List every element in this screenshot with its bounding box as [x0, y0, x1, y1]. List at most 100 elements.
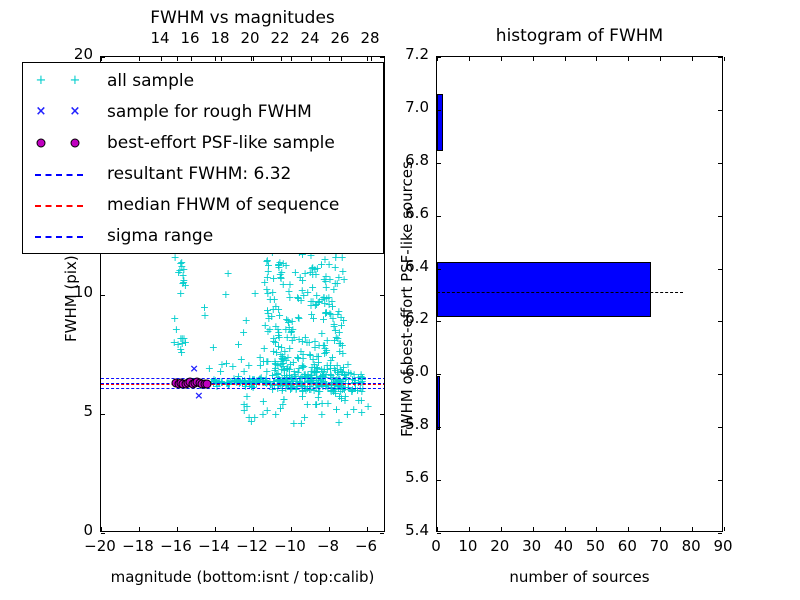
all-sample-marker: + — [334, 367, 344, 381]
all-sample-marker: + — [311, 268, 321, 282]
all-sample-marker: + — [223, 378, 233, 392]
all-sample-marker: + — [231, 374, 241, 388]
all-sample-marker: + — [274, 373, 285, 387]
all-sample-marker: + — [281, 378, 292, 392]
all-sample-marker: + — [331, 251, 341, 265]
all-sample-marker: + — [243, 375, 253, 389]
all-sample-marker: + — [248, 381, 258, 395]
scatter-ytick — [101, 414, 105, 415]
all-sample-marker: + — [312, 365, 322, 379]
all-sample-marker: + — [339, 382, 350, 396]
all-sample-marker: + — [281, 374, 291, 388]
scatter-xtick — [215, 527, 216, 531]
all-sample-marker: + — [300, 331, 310, 345]
all-sample-marker: + — [179, 273, 189, 287]
all-sample-marker: + — [279, 363, 290, 377]
all-sample-marker: + — [283, 351, 293, 365]
histogram-xticklabel: 90 — [713, 537, 733, 555]
histogram-ytick — [437, 268, 441, 270]
all-sample-marker: + — [260, 374, 271, 388]
all-sample-marker: + — [349, 375, 360, 389]
all-sample-marker: + — [300, 370, 310, 384]
all-sample-marker: + — [241, 380, 251, 394]
histogram-xtick — [532, 57, 534, 61]
all-sample-marker: + — [284, 363, 295, 377]
all-sample-marker: + — [324, 298, 334, 312]
all-sample-marker: + — [281, 353, 291, 367]
all-sample-marker: + — [336, 364, 346, 378]
all-sample-marker: + — [293, 365, 303, 379]
all-sample-marker: + — [350, 382, 361, 396]
all-sample-marker: + — [271, 358, 281, 372]
histogram-ytick — [718, 109, 722, 111]
all-sample-marker: + — [305, 383, 315, 397]
all-sample-marker: + — [336, 375, 346, 389]
all-sample-marker: + — [321, 380, 331, 394]
scatter-xticklabel: −12 — [236, 537, 268, 555]
all-sample-marker: + — [338, 375, 348, 389]
all-sample-marker: + — [259, 376, 269, 389]
all-sample-marker: + — [274, 308, 285, 322]
all-sample-marker: + — [269, 293, 279, 307]
all-sample-marker: + — [249, 378, 259, 392]
histogram-ytick — [718, 162, 722, 164]
all-sample-marker: + — [240, 378, 250, 392]
all-sample-marker: + — [222, 375, 232, 389]
all-sample-marker: + — [309, 358, 319, 372]
histogram-yticklabel: 6.0 — [405, 362, 429, 381]
scatter-top-xticklabel: 18 — [210, 29, 230, 47]
legend-label: resultant FWHM: 6.32 — [107, 164, 292, 184]
all-sample-marker: + — [170, 251, 180, 265]
all-sample-marker: + — [297, 248, 308, 262]
all-sample-marker: + — [333, 331, 343, 345]
histogram-xticklabel: 60 — [617, 537, 637, 555]
all-sample-marker: + — [211, 375, 222, 389]
scatter-hline-dashdot — [101, 387, 384, 389]
all-sample-marker: + — [279, 392, 289, 406]
all-sample-marker: + — [289, 330, 299, 344]
scatter-xtick — [177, 527, 178, 531]
all-sample-marker: + — [260, 275, 270, 289]
all-sample-marker: + — [282, 313, 292, 327]
all-sample-marker: + — [260, 375, 271, 389]
all-sample-marker: + — [315, 369, 326, 383]
all-sample-marker: + — [306, 370, 316, 384]
all-sample-marker: + — [308, 294, 318, 308]
circle-marker-icon — [36, 138, 46, 148]
all-sample-marker: + — [177, 332, 187, 346]
all-sample-marker: + — [262, 375, 272, 389]
all-sample-marker: + — [264, 311, 274, 325]
all-sample-marker: + — [276, 358, 286, 372]
all-sample-marker: + — [229, 374, 240, 388]
all-sample-marker: + — [316, 258, 327, 272]
scatter-ytick — [101, 533, 105, 534]
all-sample-marker: + — [319, 368, 329, 382]
scatter-ytick — [380, 533, 384, 534]
all-sample-marker: + — [275, 375, 285, 389]
all-sample-marker: + — [308, 353, 318, 367]
scatter-xlabel: magnitude (bottom:isnt / top:calib) — [110, 568, 375, 586]
all-sample-marker: + — [329, 282, 339, 296]
all-sample-marker: + — [347, 384, 357, 398]
all-sample-marker: + — [318, 370, 328, 384]
all-sample-marker: + — [273, 367, 283, 380]
all-sample-marker: + — [299, 410, 310, 424]
all-sample-marker: + — [334, 379, 345, 393]
all-sample-marker: + — [319, 291, 329, 305]
scatter-yticklabel: 10 — [73, 283, 93, 301]
all-sample-marker: + — [357, 406, 367, 420]
all-sample-marker: + — [356, 393, 366, 407]
all-sample-marker: + — [278, 356, 288, 370]
all-sample-marker: + — [339, 313, 349, 327]
all-sample-marker: + — [244, 358, 254, 372]
all-sample-marker: + — [233, 370, 244, 384]
scatter-title: FWHM vs magnitudes — [150, 8, 335, 28]
all-sample-marker: + — [334, 416, 344, 430]
scatter-top-xtick — [371, 57, 372, 61]
all-sample-marker: + — [173, 337, 183, 351]
x-marker-icon: × — [69, 104, 81, 119]
all-sample-marker: + — [332, 378, 342, 392]
all-sample-marker: + — [340, 372, 350, 386]
all-sample-marker: + — [320, 346, 330, 360]
all-sample-marker: + — [322, 333, 332, 347]
